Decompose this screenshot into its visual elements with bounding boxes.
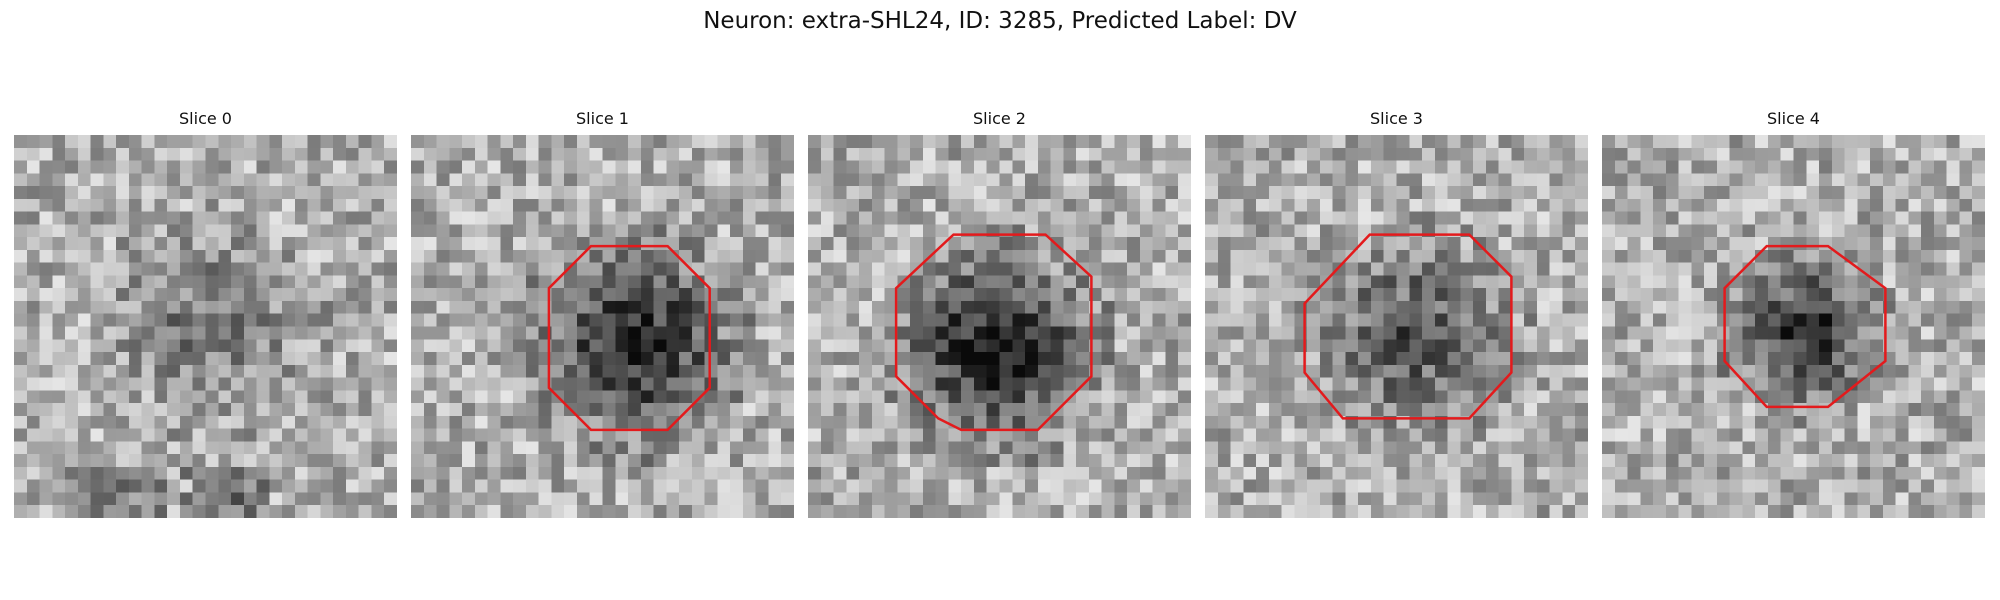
slice-canvas-1: [411, 135, 794, 518]
slice-canvas-4: [1602, 135, 1985, 518]
contour-polygon-4: [1723, 244, 1887, 409]
slice-title-1: Slice 1: [576, 109, 629, 128]
slice-panel-0: Slice 0: [14, 108, 397, 518]
slice-panel-3: Slice 3: [1205, 108, 1588, 518]
figure-title: Neuron: extra-SHL24, ID: 3285, Predicted…: [703, 8, 1297, 34]
contour-overlay-3: [1303, 233, 1513, 420]
contour-overlay-1: [547, 244, 711, 432]
slice-image-3: [1205, 135, 1588, 518]
contour-overlay-4: [1723, 244, 1887, 409]
contour-polygon-3: [1303, 233, 1513, 420]
slice-panel-2: Slice 2: [808, 108, 1191, 518]
slice-image-2: [808, 135, 1191, 518]
contour-overlay-2: [894, 233, 1093, 432]
slice-image-1: [411, 135, 794, 518]
slice-title-2: Slice 2: [973, 109, 1026, 128]
slice-title-4: Slice 4: [1767, 109, 1820, 128]
slice-image-4: [1602, 135, 1985, 518]
slice-panel-1: Slice 1: [411, 108, 794, 518]
slice-title-3: Slice 3: [1370, 109, 1423, 128]
contour-polygon-2: [894, 233, 1093, 432]
slice-title-0: Slice 0: [179, 109, 232, 128]
slice-panel-4: Slice 4: [1602, 108, 1985, 518]
slice-canvas-2: [808, 135, 1191, 518]
contour-polygon-1: [547, 244, 711, 432]
contour-overlay-0: [14, 135, 397, 518]
slice-canvas-0: [14, 135, 397, 518]
slice-image-0: [14, 135, 397, 518]
slice-canvas-3: [1205, 135, 1588, 518]
